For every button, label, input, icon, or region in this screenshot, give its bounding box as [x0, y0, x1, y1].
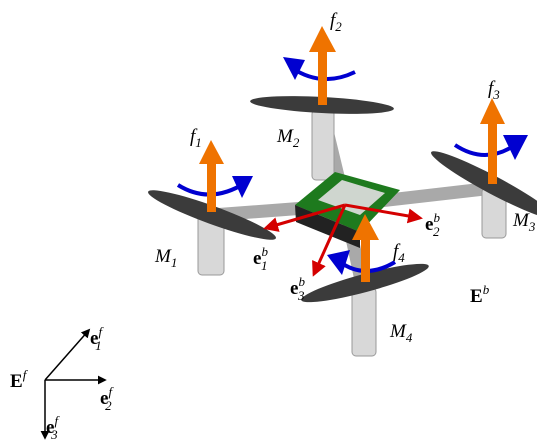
- superscript: f: [98, 324, 104, 339]
- symbol: e: [425, 214, 433, 235]
- symbol: M: [276, 126, 294, 147]
- subscript: 4: [398, 250, 405, 265]
- subscript: 1: [171, 255, 178, 270]
- symbol: e: [100, 388, 108, 409]
- label: M2: [276, 126, 300, 150]
- superscript: b: [261, 244, 268, 259]
- symbol: f: [190, 126, 198, 147]
- label: f4: [393, 241, 405, 265]
- subscript: 2: [105, 398, 112, 413]
- symbol: e: [46, 417, 54, 438]
- subscript: 1: [95, 338, 102, 353]
- body-axes: [263, 203, 423, 277]
- subscript: 3: [50, 427, 58, 442]
- subscript: 1: [261, 258, 268, 273]
- label: Ef: [10, 367, 29, 392]
- label: ef 1: [90, 324, 104, 353]
- symbol: M: [389, 321, 407, 342]
- superscript: b: [433, 210, 440, 225]
- superscript: b: [298, 274, 305, 289]
- superscript: f: [54, 413, 60, 428]
- superscript: f: [108, 384, 114, 399]
- subscript: 4: [406, 330, 413, 345]
- symbol: M: [154, 246, 172, 267]
- subscript: 3: [492, 87, 500, 102]
- symbol: f: [330, 10, 338, 31]
- symbol: M: [512, 210, 530, 231]
- thrust-arrows: [199, 26, 505, 282]
- label: ef 3: [46, 413, 60, 442]
- label: f1: [190, 126, 202, 150]
- propellers: [148, 96, 537, 303]
- label: Eb: [470, 282, 490, 307]
- label: eb 1: [253, 244, 268, 273]
- symbol: E: [10, 371, 23, 392]
- subscript: 2: [335, 19, 342, 34]
- label: f3: [488, 78, 500, 102]
- label: eb 3: [290, 274, 305, 303]
- subscript: 2: [433, 224, 440, 239]
- label: M3: [512, 210, 536, 234]
- label: f2: [330, 10, 342, 34]
- label: M4: [389, 321, 413, 345]
- superscript: b: [483, 282, 490, 297]
- symbol: e: [290, 278, 298, 299]
- symbol: e: [90, 328, 98, 349]
- superscript: f: [23, 367, 29, 382]
- label: M1: [154, 246, 177, 270]
- symbol: f: [393, 241, 401, 262]
- subscript: 3: [297, 288, 305, 303]
- inertial-axes: [40, 328, 107, 440]
- symbol: E: [470, 286, 483, 307]
- label: ef 2: [100, 384, 114, 413]
- flight-controller: [295, 172, 400, 248]
- symbol: e: [253, 248, 261, 269]
- subscript: 3: [528, 219, 536, 234]
- subscript: 1: [195, 135, 202, 150]
- label: eb 2: [425, 210, 440, 239]
- subscript: 2: [293, 135, 300, 150]
- symbol: f: [488, 78, 496, 99]
